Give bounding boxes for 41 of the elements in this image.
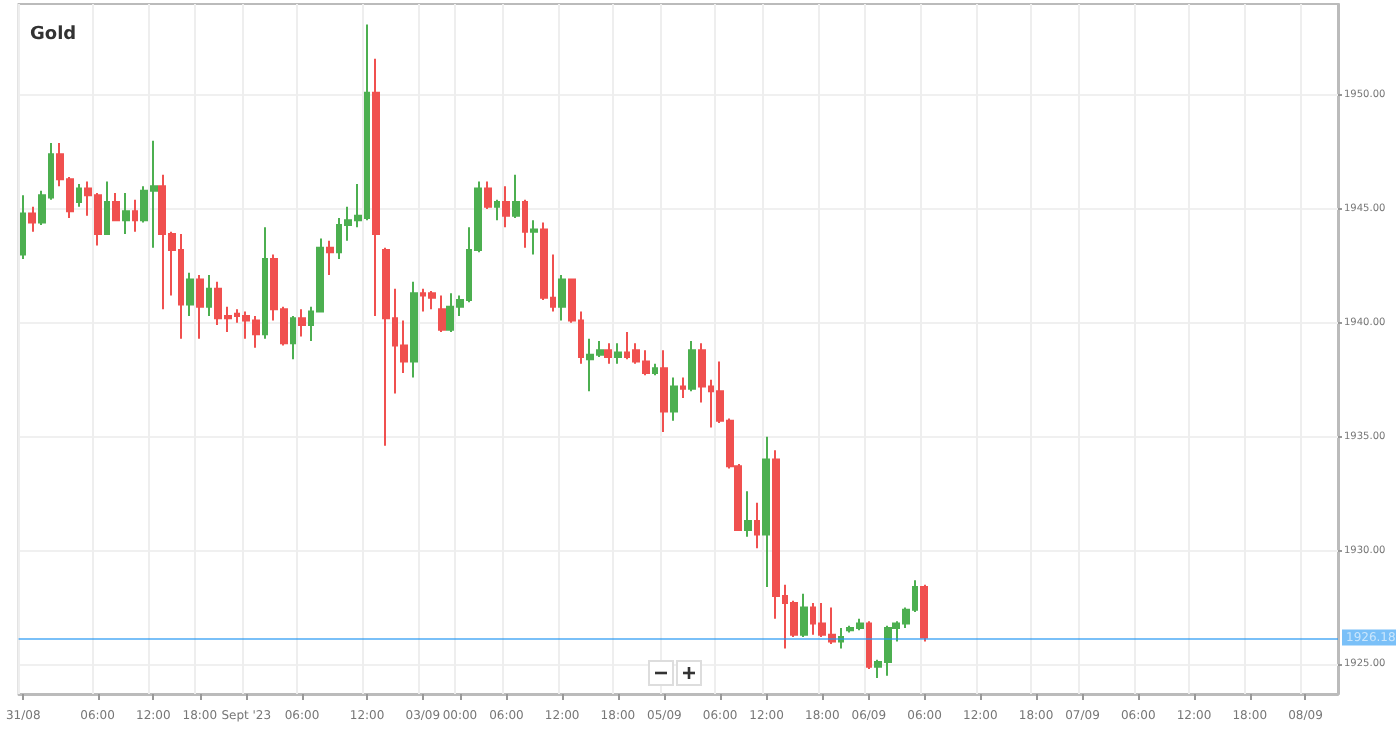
candlestick bbox=[104, 180, 110, 235]
candlestick bbox=[522, 198, 528, 249]
candlestick bbox=[512, 173, 520, 220]
candlestick bbox=[298, 308, 306, 338]
candlestick bbox=[800, 592, 808, 639]
candlestick bbox=[762, 435, 770, 588]
candlestick bbox=[680, 376, 686, 399]
candlestick bbox=[372, 57, 380, 317]
candlestick bbox=[410, 280, 418, 379]
candlestick bbox=[132, 198, 138, 233]
candlestick bbox=[660, 349, 668, 434]
candlestick bbox=[754, 501, 760, 550]
candlestick bbox=[382, 246, 390, 447]
candlestick bbox=[20, 194, 26, 261]
candlestick bbox=[290, 314, 296, 361]
candlestick bbox=[494, 198, 500, 222]
candlestick bbox=[326, 239, 334, 276]
candlestick bbox=[652, 362, 658, 377]
candlestick bbox=[28, 205, 36, 233]
candlestick bbox=[196, 273, 204, 340]
candlestick bbox=[484, 180, 492, 210]
candlestick bbox=[920, 583, 928, 643]
candlestick bbox=[206, 273, 212, 317]
candlestick bbox=[76, 182, 82, 208]
candlestick bbox=[866, 620, 872, 670]
candlestick bbox=[744, 490, 752, 538]
candlestick bbox=[688, 340, 696, 393]
candlestick bbox=[614, 342, 622, 365]
candlestick bbox=[530, 219, 538, 256]
candlestick bbox=[502, 185, 510, 229]
candlestick bbox=[558, 273, 566, 322]
candlestick bbox=[262, 226, 268, 340]
text: Gold bbox=[30, 25, 77, 45]
candlestick bbox=[122, 192, 130, 235]
candlestick bbox=[428, 289, 436, 311]
candlestick bbox=[604, 342, 612, 365]
candlestick bbox=[838, 626, 844, 650]
candlestick bbox=[112, 192, 120, 222]
candlestick bbox=[670, 376, 678, 422]
candlestick bbox=[438, 294, 446, 333]
candlestick bbox=[186, 271, 194, 317]
